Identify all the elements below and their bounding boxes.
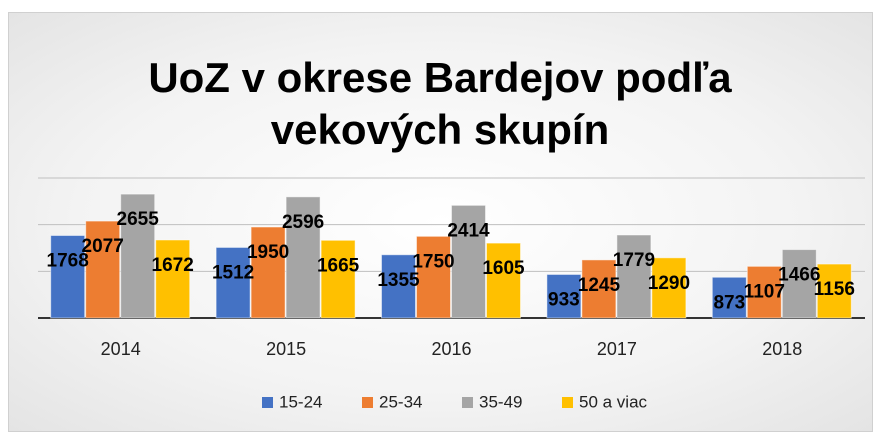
legend-label: 15-24 xyxy=(279,392,322,411)
legend-swatch xyxy=(262,397,273,408)
x-tick-label: 2014 xyxy=(101,339,141,359)
data-label: 2655 xyxy=(117,209,160,230)
bar xyxy=(155,239,191,319)
x-tick-label: 2015 xyxy=(266,339,306,359)
bar xyxy=(416,235,451,319)
bar xyxy=(320,239,356,319)
bar xyxy=(746,265,782,319)
bar xyxy=(285,196,321,319)
data-label: 1768 xyxy=(47,251,89,272)
data-label: 1512 xyxy=(212,262,254,283)
legend-label: 25-34 xyxy=(379,392,422,411)
chart-title: UoZ v okrese Bardejov podľa vekových sku… xyxy=(148,54,732,153)
data-label: 1750 xyxy=(412,251,454,272)
bar xyxy=(781,249,817,319)
data-label: 1355 xyxy=(377,270,420,291)
data-label: 1107 xyxy=(744,281,785,302)
legend-label: 50 a viac xyxy=(579,392,648,411)
data-label: 1665 xyxy=(317,255,360,276)
bar xyxy=(451,204,486,319)
data-label: 1245 xyxy=(578,275,621,296)
bar xyxy=(120,193,156,319)
bar xyxy=(250,226,286,319)
bar xyxy=(616,234,652,319)
bar xyxy=(85,220,121,319)
bar xyxy=(381,254,416,319)
bar xyxy=(816,263,852,319)
bar xyxy=(581,259,617,319)
x-tick-label: 2017 xyxy=(597,339,637,359)
bar xyxy=(546,273,582,319)
bar xyxy=(711,276,747,319)
data-label: 2414 xyxy=(447,220,490,241)
bar xyxy=(50,234,86,319)
bar xyxy=(486,242,521,319)
data-label: 2077 xyxy=(82,236,124,257)
x-tick-label: 2016 xyxy=(431,339,471,359)
data-label: 1290 xyxy=(648,273,690,294)
data-label: 1779 xyxy=(613,250,655,271)
bar xyxy=(651,257,687,319)
x-tick-label: 2018 xyxy=(762,339,802,359)
data-label: 1156 xyxy=(814,279,855,300)
legend-swatch xyxy=(362,397,373,408)
legend-swatch xyxy=(462,397,473,408)
data-label: 1605 xyxy=(482,258,525,279)
legend-swatch xyxy=(562,397,573,408)
data-label: 933 xyxy=(548,289,580,310)
data-label: 873 xyxy=(713,292,745,313)
data-label: 1466 xyxy=(778,265,820,286)
bar xyxy=(215,246,251,319)
data-label: 2596 xyxy=(282,212,324,233)
data-label: 1672 xyxy=(152,255,194,276)
legend-label: 35-49 xyxy=(479,392,522,411)
data-label: 1950 xyxy=(247,242,289,263)
